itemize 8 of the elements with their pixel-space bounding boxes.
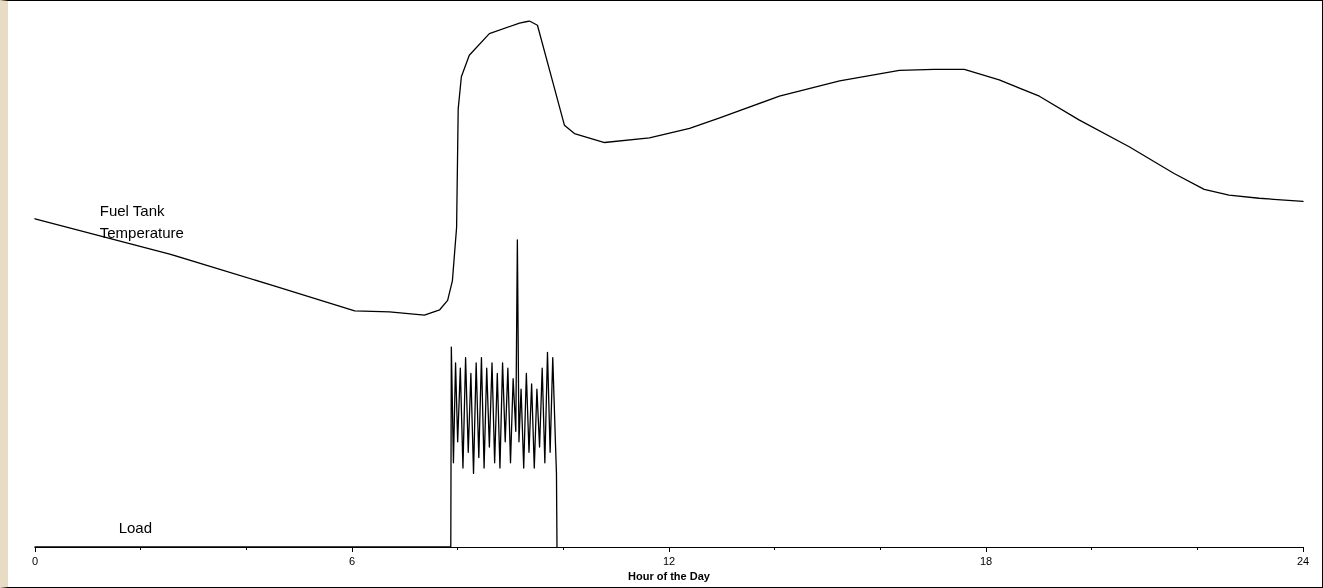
x-axis-title: Hour of the Day [628,570,711,583]
series-label: Fuel Tank Temperature [99,201,184,241]
x-tick-label: 24 [1296,554,1310,567]
x-tick-label: 6 [348,554,356,567]
x-tick-label: 18 [979,554,993,567]
series-label: Load [118,518,153,536]
x-tick-label: 12 [662,554,676,567]
x-tick-label: 0 [31,554,39,567]
